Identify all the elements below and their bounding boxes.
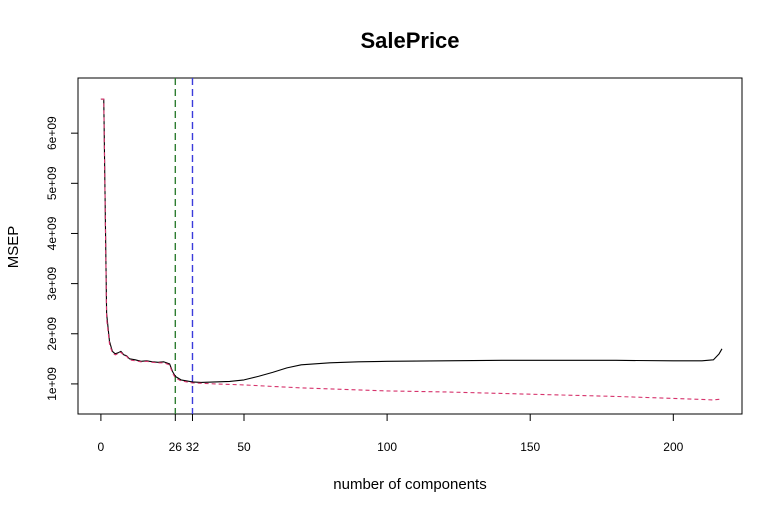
y-axis: 1e+09 2e+09 3e+09 4e+09 5e+09 6e+09 [45,116,79,401]
y-tick-label: 4e+09 [45,216,59,250]
x-tick-label: 150 [520,440,540,454]
x-tick-label: 100 [377,440,397,454]
plot-frame [77,77,743,415]
series-line [100,98,723,383]
y-tick-label: 2e+09 [45,317,59,351]
chart-title: SalePrice [360,28,459,53]
x-axis-label: number of components [333,476,486,493]
y-tick-label: 5e+09 [45,166,59,200]
x-tick-label: 32 [186,440,200,454]
series-line [100,98,723,401]
series-group [100,98,723,401]
x-tick-label: 0 [98,440,105,454]
x-tick-label: 50 [237,440,251,454]
reference-lines [174,78,194,414]
x-tick-label: 200 [663,440,683,454]
y-tick-label: 3e+09 [45,266,59,300]
x-tick-label: 26 [169,440,183,454]
y-tick-label: 6e+09 [45,116,59,150]
x-axis: 0 26 32 50 100 150 200 [98,413,684,454]
y-axis-label: MSEP [5,226,22,269]
y-tick-label: 1e+09 [45,367,59,401]
